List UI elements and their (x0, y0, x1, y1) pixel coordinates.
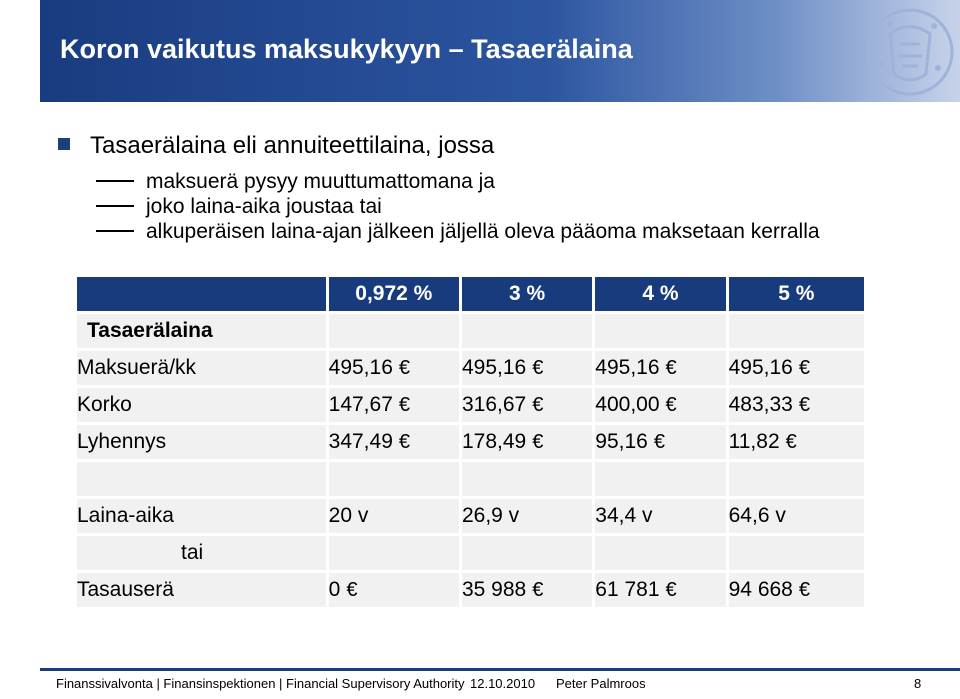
sub-bullet-2: joko laina-aika joustaa tai (96, 195, 382, 219)
page-number: 8 (914, 676, 922, 691)
table-row: Maksuerä/kk 495,16 € 495,16 € 495,16 € 495,… (77, 351, 864, 385)
cell-value: 495,16 (728, 356, 793, 379)
dash-icon (96, 205, 134, 207)
sub-bullet-3: alkuperäisen laina-ajan jälkeen jäljellä… (96, 220, 820, 244)
cell-value: 147,67 (328, 393, 393, 416)
section-row: Tasaerälaina (77, 314, 864, 348)
cell-value: 34,4 v (595, 499, 726, 533)
euro-icon: € (532, 431, 544, 453)
title-bar: Koron vaikutus maksukykyyn – Tasaerälain… (40, 0, 960, 102)
euro-icon: € (798, 579, 810, 601)
table-header-row: 0,972 % 3 % 4 % 5 % (77, 277, 864, 311)
header-rate: 0,972 % (328, 277, 459, 311)
lion-emblem-icon (866, 8, 954, 96)
row-label: Korko (77, 388, 326, 422)
euro-icon: € (398, 394, 410, 416)
cell-value: 316,67 (461, 393, 527, 416)
euro-icon: € (785, 431, 797, 453)
cell-value: 495,16 (328, 356, 393, 379)
euro-icon: € (798, 357, 810, 379)
euro-icon: € (665, 394, 677, 416)
loan-table: 0,972 % 3 % 4 % 5 % Tasaerälaina Maksuer… (74, 274, 867, 610)
cell-value: 495,16 (461, 356, 527, 379)
footer-date: 12.10.2010 (470, 676, 536, 691)
sub-bullet-1: maksuerä pysyy muuttumattomana ja (96, 170, 495, 194)
or-row: tai (77, 536, 864, 570)
row-label: Tasauserä (77, 573, 326, 607)
table-row: Tasauserä 0 € 35 988 € 61 781 € 94 668 € (77, 573, 864, 607)
slide-title: Koron vaikutus maksukykyyn – Tasaerälain… (60, 34, 633, 64)
table-row: Laina-aika 20 v 26,9 v 34,4 v 64,6 v (77, 499, 864, 533)
euro-icon: € (653, 431, 665, 453)
row-label: Maksuerä/kk (77, 351, 326, 385)
cell-value: 64,6 v (728, 499, 864, 533)
header-rate: 3 % (461, 277, 593, 311)
header-blank-cell (77, 277, 326, 311)
table-row: Korko 147,67 € 316,67 € 400,00 € 483,33 € (77, 388, 864, 422)
cell-value: 483,33 (728, 393, 793, 416)
footer-divider (40, 668, 960, 671)
euro-icon: € (665, 357, 677, 379)
euro-icon: € (798, 394, 810, 416)
cell-value: 347,49 (328, 430, 393, 453)
row-label: Lyhennys (77, 425, 326, 459)
euro-icon: € (532, 579, 544, 601)
footer-author: Peter Palmroos (556, 676, 646, 691)
cell-value: 94 668 (728, 578, 793, 601)
euro-icon: € (665, 579, 677, 601)
cell-value: 20 v (328, 499, 459, 533)
cell-value: 95,16 (595, 430, 648, 453)
dash-icon (96, 180, 134, 182)
cell-value: 61 781 (595, 578, 660, 601)
row-label: Laina-aika (77, 499, 326, 533)
or-label: tai (77, 536, 326, 570)
cell-value: 35 988 (461, 578, 527, 601)
section-label: Tasaerälaina (77, 314, 326, 348)
main-bullet: Tasaerälaina eli annuiteettilaina, jossa (58, 132, 494, 160)
square-bullet-icon (58, 138, 70, 150)
cell-value: 26,9 v (461, 499, 593, 533)
table-row: Lyhennys 347,49 € 178,49 € 95,16 € 11,82 € (77, 425, 864, 459)
euro-icon: € (346, 579, 358, 601)
euro-icon: € (532, 357, 544, 379)
footer-org: Finanssivalvonta | Finansinspektionen | … (56, 676, 465, 691)
euro-icon: € (532, 394, 544, 416)
euro-icon: € (398, 431, 410, 453)
cell-value: 11,82 (728, 430, 780, 453)
header-rate: 4 % (595, 277, 726, 311)
header-rate: 5 % (728, 277, 864, 311)
cell-value: 495,16 (595, 356, 660, 379)
cell-value: 400,00 (595, 393, 660, 416)
euro-icon: € (398, 357, 410, 379)
spacer-row (77, 462, 864, 496)
dash-icon (96, 230, 134, 232)
cell-value: 178,49 (461, 430, 527, 453)
cell-value: 0 (328, 578, 341, 601)
